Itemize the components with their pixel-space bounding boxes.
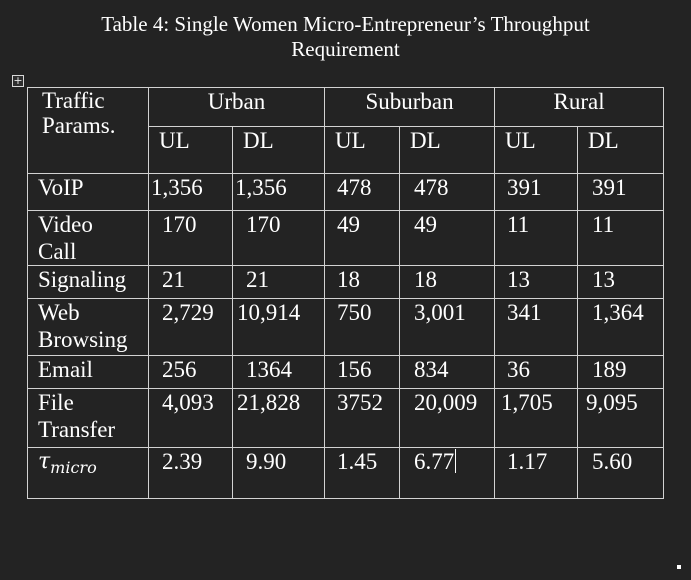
table-cell: 2.39 (148, 447, 233, 499)
table-row: Email 256 1364 156 834 36 189 (27, 355, 665, 389)
table-cell: 21 (231, 265, 326, 299)
table-cell: 9.90 (231, 447, 326, 499)
table-cell: 20,009 (399, 388, 496, 448)
table-row: Signaling 21 21 18 18 13 13 (27, 265, 665, 299)
table-cell: 3,001 (399, 298, 496, 356)
text-cursor (455, 449, 457, 473)
table-cell: 1.17 (494, 447, 579, 499)
header-traffic-params-label: Traffic Params. (42, 88, 116, 138)
row-label: Video Call (27, 210, 149, 266)
table-cell: 156 (324, 355, 401, 389)
table-cell-value: 6.77 (414, 449, 455, 474)
table-cell: 391 (494, 173, 579, 211)
table-cell: 18 (324, 265, 401, 299)
row-label: Email (27, 355, 149, 389)
table-cell: 49 (324, 210, 401, 266)
table-cell: 478 (399, 173, 496, 211)
table-cell: 4,093 (148, 388, 233, 448)
table-row: VoIP 1,356 1,356 478 478 391 391 (27, 173, 665, 211)
table-row: File Transfer 4,093 21,828 3752 20,009 1… (27, 388, 665, 448)
table-cell: 9,095 (577, 388, 665, 448)
table-cell: 170 (231, 210, 326, 266)
header-group-rural: Rural (494, 87, 665, 127)
tau-subscript: micro (50, 458, 97, 477)
header-group-urban: Urban (147, 87, 326, 127)
table-cell: 18 (399, 265, 496, 299)
table-cell: 1.45 (324, 447, 401, 499)
table-cell-editing[interactable]: 6.77 (399, 447, 496, 499)
row-label: Signaling (27, 265, 149, 299)
table-cell: 170 (148, 210, 233, 266)
table-cell: 1364 (231, 355, 326, 389)
header-group-suburban: Suburban (324, 87, 496, 127)
table-cell: 341 (494, 298, 579, 356)
table-cell: 13 (577, 265, 665, 299)
subheader-rural-dl: DL (577, 126, 665, 174)
table-cell: 750 (324, 298, 401, 356)
table-cell: 10,914 (231, 298, 326, 356)
table-row: Video Call 170 170 49 49 11 11 (27, 210, 665, 266)
table-cell: 189 (577, 355, 665, 389)
table-cell: 478 (324, 173, 401, 211)
table-cell: 256 (148, 355, 233, 389)
row-label: VoIP (27, 173, 149, 211)
table-cell: 1,364 (577, 298, 665, 356)
table-row: Web Browsing 2,729 10,914 750 3,001 341 … (27, 298, 665, 356)
table-cell: 11 (577, 210, 665, 266)
table-cell: 13 (494, 265, 579, 299)
subheader-suburban-ul: UL (324, 126, 401, 174)
row-label-text: File Transfer (38, 390, 116, 442)
row-label-tau-micro: τmicro (27, 447, 149, 499)
table-caption: Table 4: Single Women Micro-Entrepreneur… (0, 12, 691, 62)
caption-line-1: Table 4: Single Women Micro-Entrepreneur… (101, 12, 590, 36)
subheader-urban-ul: UL (148, 126, 233, 174)
throughput-table: Traffic Params. Urban Suburban Rural UL … (27, 87, 665, 499)
subheader-suburban-dl: DL (399, 126, 496, 174)
table-cell: 3752 (324, 388, 401, 448)
table-cell: 21 (148, 265, 233, 299)
table-cell: 2,729 (148, 298, 233, 356)
caption-line-2: Requirement (291, 37, 400, 61)
table-move-handle-icon[interactable]: + (12, 74, 24, 87)
subheader-rural-ul: UL (494, 126, 579, 174)
table-cell: 1,356 (148, 173, 233, 211)
row-label-text: Video Call (38, 212, 93, 264)
table-cell: 11 (494, 210, 579, 266)
table-cell: 391 (577, 173, 665, 211)
table-cell: 49 (399, 210, 496, 266)
row-label-text: Web Browsing (38, 300, 128, 352)
table-cell: 834 (399, 355, 496, 389)
table-cell: 5.60 (577, 447, 665, 499)
header-traffic-params: Traffic Params. (27, 87, 149, 174)
row-label: Web Browsing (27, 298, 149, 356)
subheader-urban-dl: DL (231, 126, 326, 174)
tau-symbol: τ (38, 449, 51, 474)
row-label: File Transfer (27, 388, 149, 448)
table-end-marker (677, 565, 681, 569)
header-row: Traffic Params. Urban Suburban Rural (27, 87, 665, 174)
table-row: τmicro 2.39 9.90 1.45 6.77 1.17 5.60 (27, 447, 665, 499)
table-cell: 1,705 (494, 388, 579, 448)
table-cell: 1,356 (231, 173, 326, 211)
table-cell: 36 (494, 355, 579, 389)
table-cell: 21,828 (231, 388, 326, 448)
